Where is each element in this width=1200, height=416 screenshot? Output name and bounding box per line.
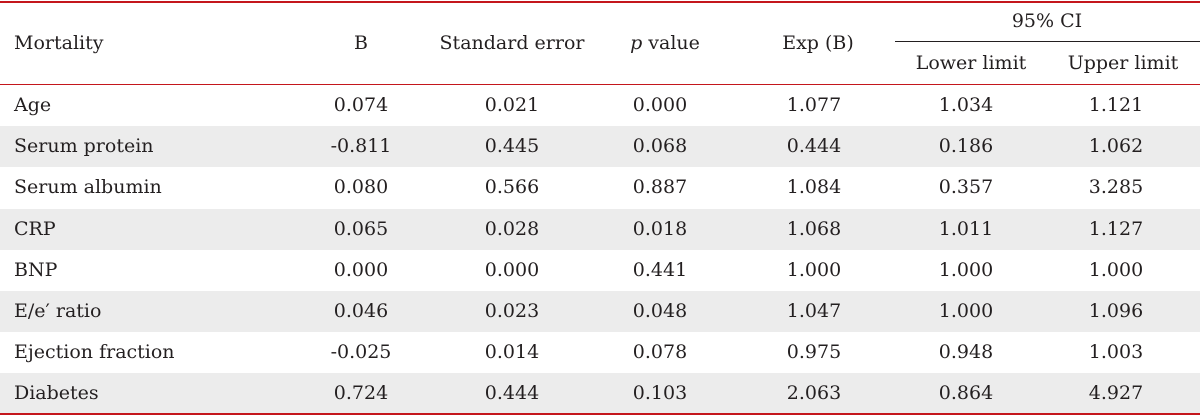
cell-p: 0.000 [632, 94, 688, 116]
header-exp-b: Exp (B) [782, 32, 854, 54]
row-label: E/e′ ratio [14, 300, 102, 322]
cell-b: -0.811 [330, 135, 392, 158]
header-lower-limit: Lower limit [915, 52, 1027, 74]
cell-se: 0.028 [484, 217, 540, 240]
header-upper-limit: Upper limit [1067, 52, 1179, 74]
header-p-value: p value [630, 31, 700, 55]
cell-upper: 1.003 [1088, 341, 1144, 364]
cell-upper: 1.121 [1088, 94, 1144, 116]
cell-lower: 1.000 [938, 258, 994, 281]
cell-lower: 1.011 [938, 217, 994, 240]
table-row: Ejection fraction -0.025 0.014 0.078 0.975 0.… [0, 332, 1200, 373]
cell-lower: 1.000 [938, 300, 994, 322]
row-label: BNP [14, 258, 58, 281]
cell-upper: 4.927 [1088, 382, 1144, 405]
header-b: B [354, 32, 368, 54]
cell-b: 0.080 [333, 176, 389, 199]
table-row: Serum albumin 0.080 0.566 0.887 1.084 0.357 3.… [0, 167, 1200, 208]
cell-b: 0.065 [333, 217, 389, 240]
cell-p: 0.068 [632, 135, 688, 158]
cell-lower: 0.948 [938, 341, 994, 364]
row-label: Ejection fraction [14, 341, 175, 364]
cell-expb: 1.047 [786, 300, 842, 322]
row-label: Serum protein [14, 135, 154, 158]
cell-se: 0.000 [484, 258, 540, 281]
cell-expb: 2.063 [786, 382, 842, 405]
cell-expb: 0.975 [786, 341, 842, 364]
cell-lower: 1.034 [938, 94, 994, 116]
table-row: Serum protein -0.811 0.445 0.068 0.444 0.186 1… [0, 126, 1200, 168]
table-row: BNP 0.000 0.000 0.441 1.000 1.000 1.000 [0, 250, 1200, 291]
table-row: E/e′ ratio 0.046 0.023 0.048 1.047 1.000 1.096 [0, 291, 1200, 332]
cell-se: 0.021 [484, 94, 540, 116]
cell-expb: 1.077 [786, 94, 842, 116]
cell-b: 0.724 [333, 382, 389, 405]
cell-upper: 1.062 [1088, 135, 1144, 158]
header-mortality: Mortality [14, 32, 104, 54]
cell-upper: 1.127 [1088, 217, 1144, 240]
header-standard-error: Standard error [439, 32, 585, 54]
cell-p: 0.078 [632, 341, 688, 364]
cell-se: 0.444 [484, 382, 540, 405]
cell-b: 0.046 [333, 300, 389, 322]
row-label: CRP [14, 217, 56, 240]
cell-upper: 3.285 [1088, 176, 1144, 199]
cell-se: 0.014 [484, 341, 540, 364]
cell-lower: 0.357 [938, 176, 994, 199]
cell-b: 0.074 [333, 94, 389, 116]
cell-p: 0.441 [632, 258, 688, 281]
row-label: Diabetes [14, 382, 99, 405]
table-row: Diabetes 0.724 0.444 0.103 2.063 0.864 4.927 [0, 373, 1200, 415]
cell-upper: 1.000 [1088, 258, 1144, 281]
cell-p: 0.103 [632, 382, 688, 405]
ci-group-rule [895, 41, 1200, 42]
cell-lower: 0.186 [938, 135, 994, 158]
cell-se: 0.445 [484, 135, 540, 158]
header-p-italic: p [630, 32, 643, 54]
cell-se: 0.566 [484, 176, 540, 199]
cell-expb: 1.068 [786, 217, 842, 240]
row-label: Age [14, 94, 52, 116]
cell-upper: 1.096 [1088, 300, 1144, 322]
cell-lower: 0.864 [938, 382, 994, 405]
cell-b: -0.025 [330, 341, 392, 364]
cell-b: 0.000 [333, 258, 389, 281]
table-bottom-rule [0, 413, 1200, 415]
cell-p: 0.018 [632, 217, 688, 240]
table-row: CRP 0.065 0.028 0.018 1.068 1.011 1.127 [0, 208, 1200, 250]
header-p-rest: value [642, 32, 700, 54]
table-top-rule [0, 1, 1200, 3]
cell-p: 0.048 [632, 300, 688, 322]
cell-se: 0.023 [484, 300, 540, 322]
cell-expb: 1.084 [786, 176, 842, 199]
row-label: Serum albumin [14, 176, 162, 199]
header-bottom-rule [0, 84, 1200, 85]
header-95-ci: 95% CI [1011, 10, 1083, 32]
cell-expb: 1.000 [786, 258, 842, 281]
cell-expb: 0.444 [786, 135, 842, 158]
cell-p: 0.887 [632, 176, 688, 199]
table-row: Age 0.074 0.021 0.000 1.077 1.034 1.121 [0, 85, 1200, 126]
